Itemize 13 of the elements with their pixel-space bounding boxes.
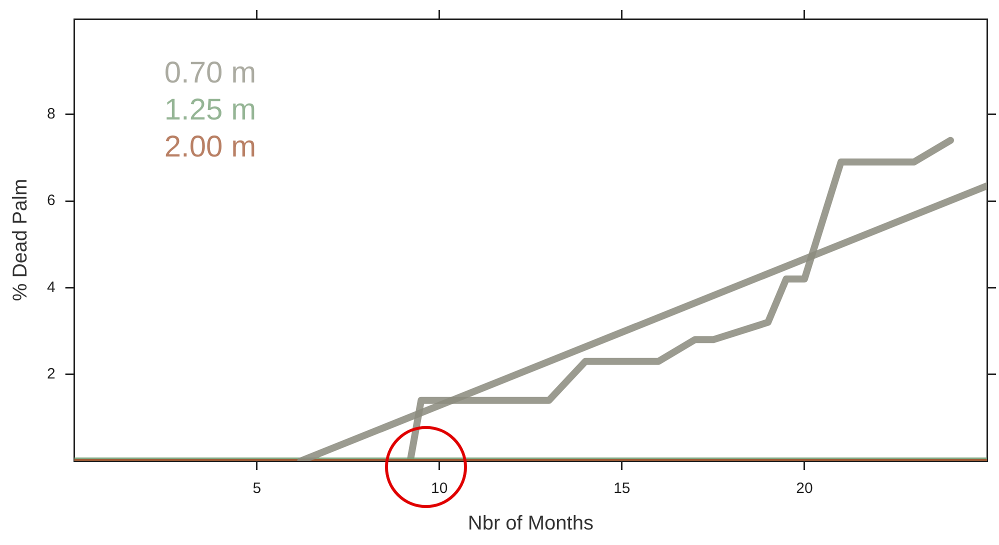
text: 0.70 m bbox=[164, 56, 256, 90]
x-tick-label: 15 bbox=[614, 480, 630, 498]
x-tick-label: 20 bbox=[796, 480, 813, 498]
y-tick-label: 8 bbox=[47, 105, 56, 122]
text: 2.00 m bbox=[164, 130, 256, 164]
text: 1.25 m bbox=[164, 93, 256, 126]
y-tick-label: 6 bbox=[47, 192, 56, 210]
x-axis-title: Nbr of Months bbox=[468, 512, 594, 535]
x-tick-label: 5 bbox=[252, 480, 262, 498]
y-tick-label: 2 bbox=[47, 365, 56, 382]
x-tick-label: 10 bbox=[431, 480, 448, 498]
y-axis-title: % Dead Palm bbox=[10, 178, 32, 302]
y-tick-label: 4 bbox=[47, 278, 56, 296]
